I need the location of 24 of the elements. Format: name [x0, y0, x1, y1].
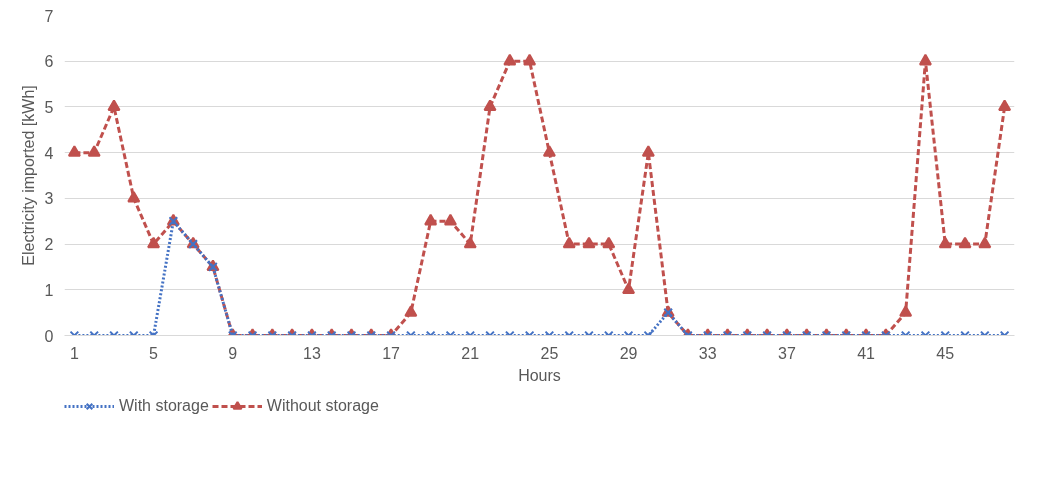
- legend-label: Without storage: [266, 397, 379, 415]
- x-tick-label: 45: [936, 344, 955, 362]
- y-tick-label: 1: [44, 281, 54, 299]
- x-tick-label: 37: [778, 344, 796, 362]
- x-tick-label: 21: [461, 344, 480, 362]
- y-tick-label: 7: [44, 7, 54, 25]
- x-tick-label: 5: [149, 344, 159, 362]
- x-tick-label: 29: [619, 344, 638, 362]
- x-tick-label: 41: [857, 344, 876, 362]
- y-tick-label: 6: [44, 53, 54, 71]
- x-tick-label: 9: [228, 344, 238, 362]
- legend-label: With storage: [119, 397, 209, 415]
- x-tick-label: 25: [540, 344, 559, 362]
- y-tick-label: 5: [44, 98, 54, 116]
- x-tick-label: 13: [303, 344, 321, 362]
- y-tick-label: 2: [44, 236, 54, 254]
- x-tick-label: 17: [382, 344, 401, 362]
- x-tick-label: 33: [698, 344, 717, 362]
- y-tick-label: 3: [44, 190, 54, 208]
- y-tick-label: 4: [44, 144, 54, 162]
- y-tick-label: 0: [44, 327, 54, 345]
- x-axis-title: Hours: [518, 366, 561, 384]
- y-axis-title: Electricity imported [kWh]: [19, 85, 37, 266]
- x-tick-label: 1: [69, 344, 79, 362]
